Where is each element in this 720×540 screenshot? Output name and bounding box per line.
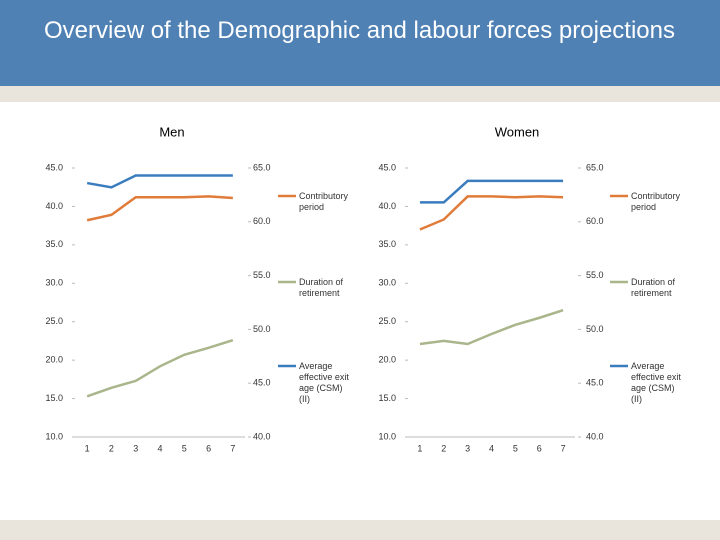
y2-tick-label: 60.0 bbox=[253, 216, 271, 226]
y2-tick-label: 55.0 bbox=[253, 270, 271, 280]
y-tick-label: 15.0 bbox=[45, 393, 63, 403]
chart-title: Men bbox=[159, 124, 184, 139]
y2-tick-label: 45.0 bbox=[586, 378, 604, 388]
y-tick-label: 10.0 bbox=[378, 431, 396, 441]
y2-tick-label: 50.0 bbox=[586, 324, 604, 334]
y-tick-label: 20.0 bbox=[378, 355, 396, 365]
y-tick-label: 20.0 bbox=[45, 355, 63, 365]
header-strip bbox=[0, 86, 720, 102]
y-tick-label: 40.0 bbox=[378, 201, 396, 211]
y-tick-label: 25.0 bbox=[378, 316, 396, 326]
legend-label: Average effective exit age (CSM) (II) bbox=[631, 361, 681, 404]
y2-tick-label: 50.0 bbox=[253, 324, 271, 334]
x-tick-label: 1 bbox=[85, 443, 90, 453]
footer-strip bbox=[0, 520, 720, 540]
x-tick-label: 6 bbox=[206, 443, 211, 453]
legend-label: Duration of retirement bbox=[631, 277, 676, 298]
legend-label: Contributory period bbox=[299, 191, 349, 212]
y-tick-label: 15.0 bbox=[378, 393, 396, 403]
legend-label: Average effective exit age (CSM) (II) bbox=[299, 361, 349, 404]
x-tick-label: 5 bbox=[182, 443, 187, 453]
legend-label: Duration of retirement bbox=[299, 277, 344, 298]
y-tick-label: 30.0 bbox=[378, 278, 396, 288]
y2-tick-label: 40.0 bbox=[253, 431, 271, 441]
series-line bbox=[86, 338, 234, 398]
y-tick-label: 35.0 bbox=[378, 239, 396, 249]
series-line bbox=[86, 195, 233, 222]
x-tick-label: 2 bbox=[441, 443, 446, 453]
x-tick-label: 6 bbox=[537, 443, 542, 453]
x-tick-label: 1 bbox=[417, 443, 422, 453]
series-line bbox=[419, 195, 564, 231]
y-tick-label: 10.0 bbox=[45, 431, 63, 441]
y-tick-label: 25.0 bbox=[45, 316, 63, 326]
x-tick-label: 4 bbox=[489, 443, 494, 453]
y-tick-label: 35.0 bbox=[45, 239, 63, 249]
y2-tick-label: 45.0 bbox=[253, 378, 271, 388]
x-tick-label: 7 bbox=[230, 443, 235, 453]
series-line bbox=[86, 174, 233, 189]
y-tick-label: 45.0 bbox=[378, 162, 396, 172]
y-tick-label: 45.0 bbox=[45, 162, 63, 172]
x-tick-label: 3 bbox=[133, 443, 138, 453]
y2-tick-label: 60.0 bbox=[586, 216, 604, 226]
series-line bbox=[419, 308, 564, 346]
y2-tick-label: 40.0 bbox=[586, 431, 604, 441]
chart-title: Women bbox=[495, 124, 540, 139]
y2-tick-label: 65.0 bbox=[253, 162, 271, 172]
legend-label: Contributory period bbox=[631, 191, 681, 212]
header-bar bbox=[0, 0, 720, 86]
y-tick-label: 30.0 bbox=[45, 278, 63, 288]
x-tick-label: 4 bbox=[157, 443, 162, 453]
y2-tick-label: 55.0 bbox=[586, 270, 604, 280]
slide-title: Overview of the Demographic and labour f… bbox=[44, 17, 675, 44]
x-tick-label: 7 bbox=[561, 443, 566, 453]
x-tick-label: 5 bbox=[513, 443, 518, 453]
y2-tick-label: 65.0 bbox=[586, 162, 604, 172]
x-tick-label: 2 bbox=[109, 443, 114, 453]
y-tick-label: 40.0 bbox=[45, 201, 63, 211]
series-line bbox=[419, 179, 564, 204]
x-tick-label: 3 bbox=[465, 443, 470, 453]
